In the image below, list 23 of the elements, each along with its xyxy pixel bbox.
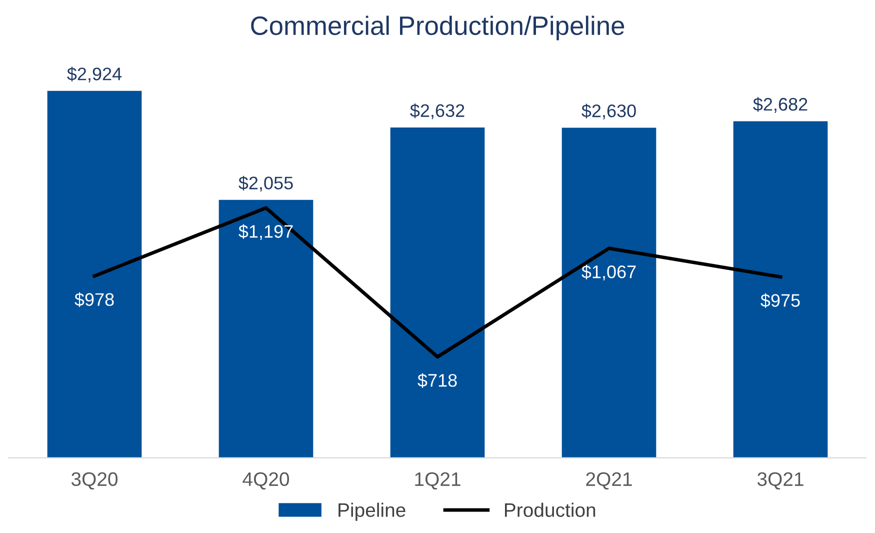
- data-label: $718: [418, 373, 457, 388]
- data-label: $978: [74, 292, 114, 307]
- data-label: $1,067: [582, 264, 636, 280]
- data-label: $2,055: [238, 176, 293, 192]
- x-tick-label: 1Q21: [415, 472, 460, 490]
- bar: [218, 200, 314, 458]
- x-tick-label: 4Q20: [242, 472, 290, 490]
- x-tick-label: 3Q21: [757, 472, 804, 490]
- x-tick-label: 3Q20: [71, 472, 118, 490]
- legend-label: Pipeline: [338, 502, 406, 521]
- data-label: $975: [760, 293, 800, 308]
- bar: [733, 121, 828, 458]
- bar: [562, 128, 656, 458]
- data-label: $2,632: [410, 103, 464, 120]
- data-label: $2,630: [582, 104, 636, 120]
- data-label: $1,197: [238, 224, 293, 240]
- bar: [47, 90, 142, 458]
- chart-title: Commercial Production/Pipeline: [251, 16, 624, 40]
- legend-label: Production: [504, 502, 596, 517]
- data-label: $2,924: [67, 66, 122, 82]
- bar: [390, 128, 485, 458]
- data-label: $2,682: [753, 97, 808, 113]
- x-tick-label: 2Q21: [586, 472, 632, 490]
